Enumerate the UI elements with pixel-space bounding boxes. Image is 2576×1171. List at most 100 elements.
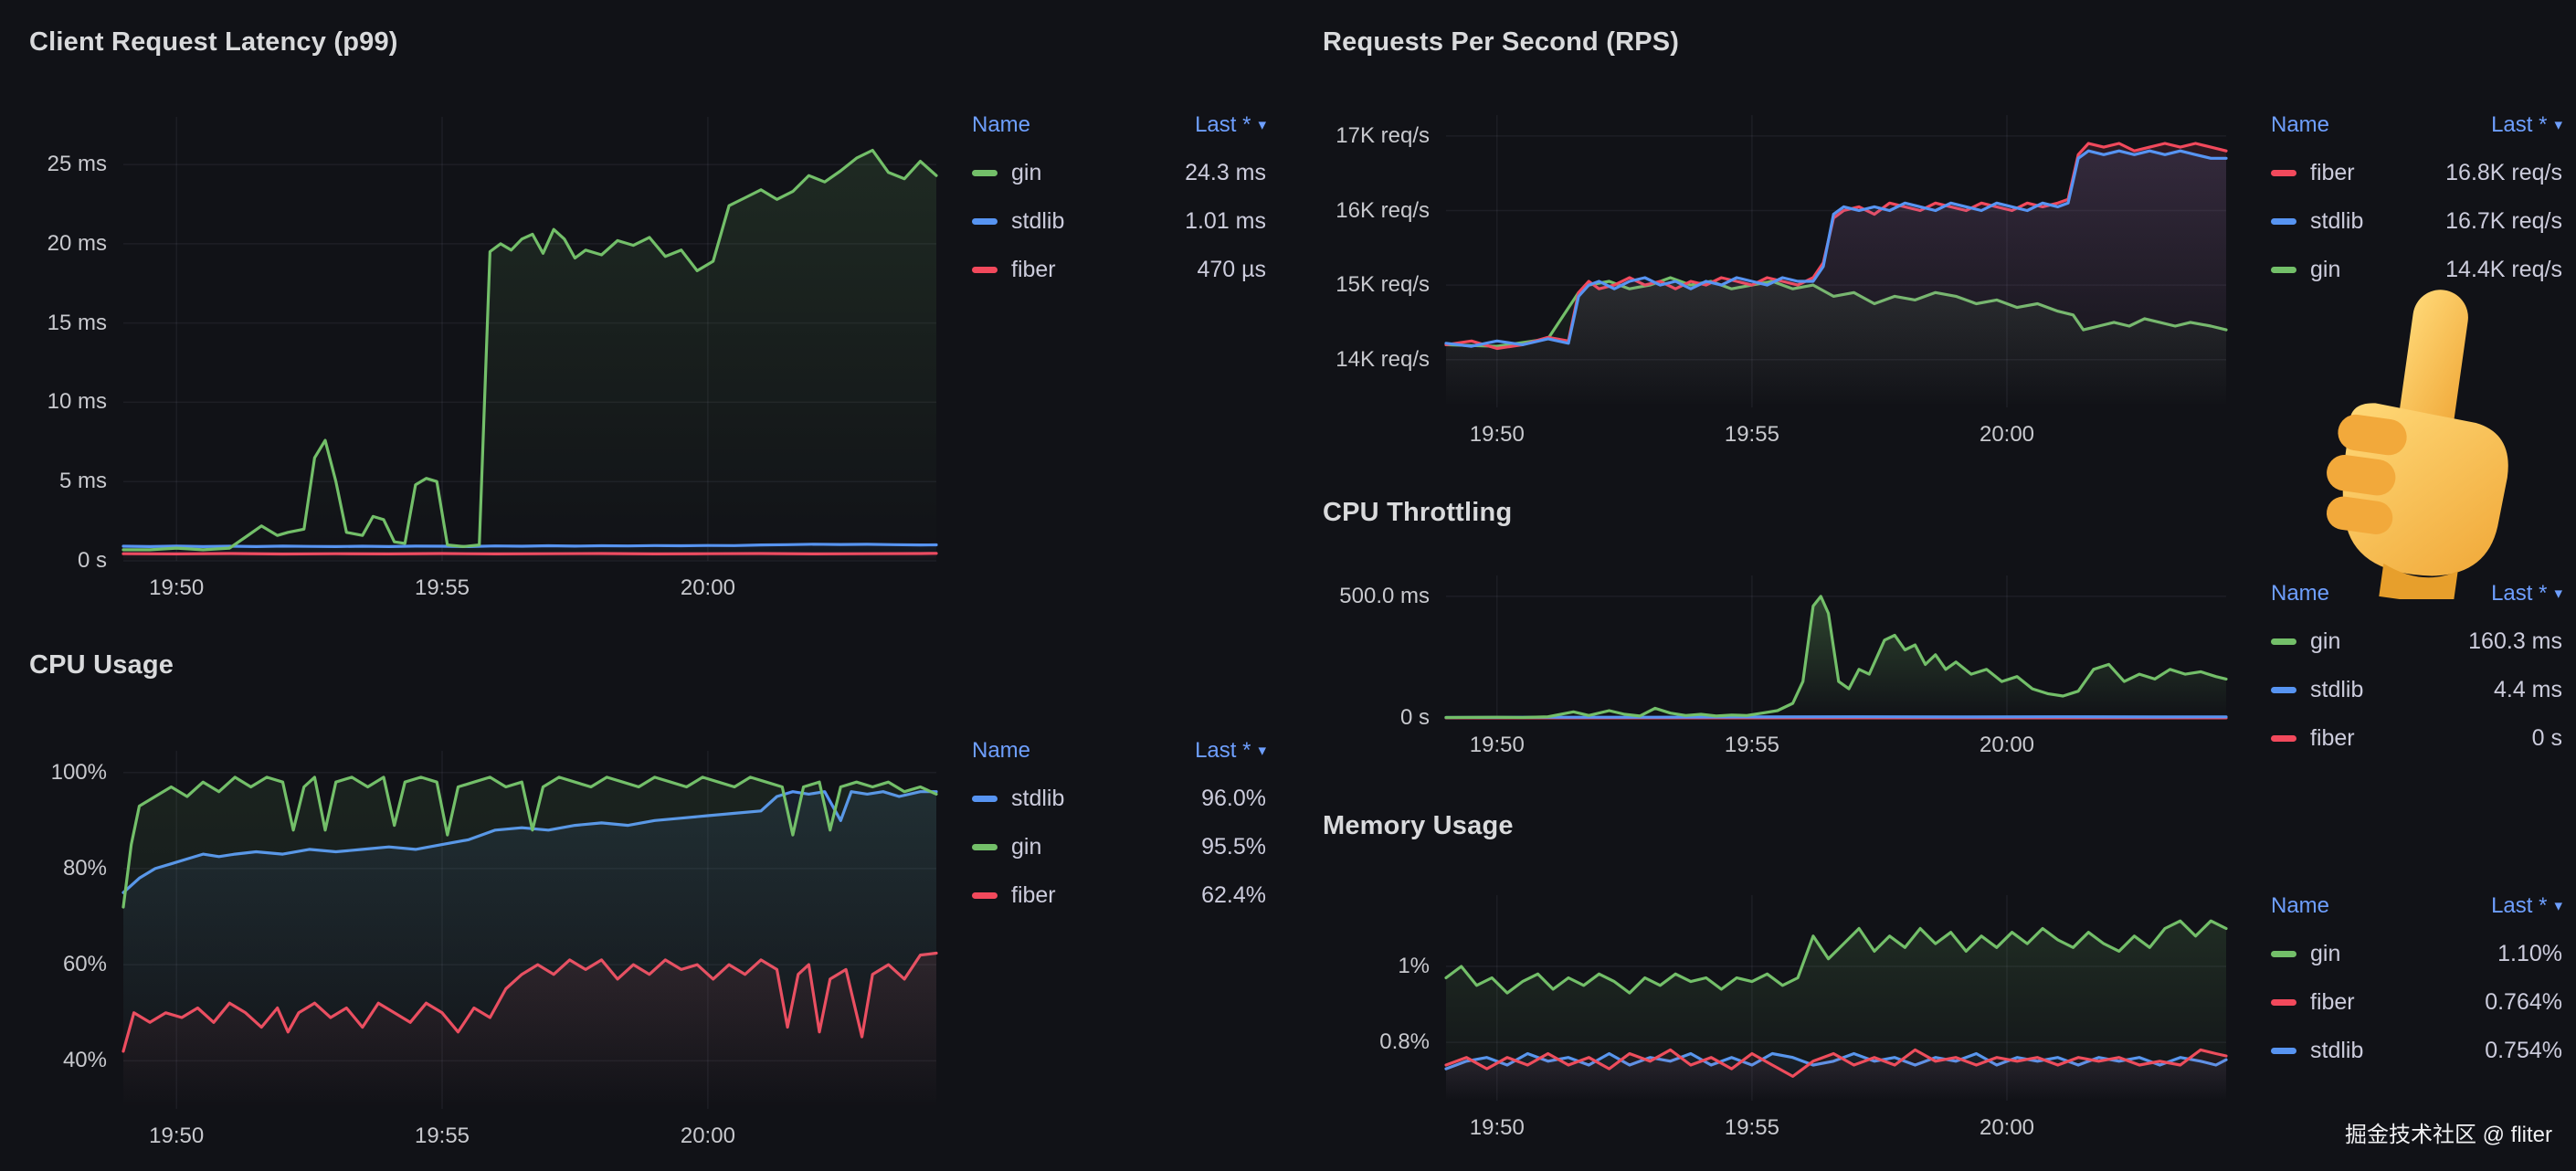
series-name[interactable]: gin (1011, 834, 1042, 860)
series-color-swatch (972, 170, 998, 176)
y-axis-tick-label: 25 ms (47, 152, 107, 177)
legend-row: gin 24.3 ms (954, 149, 1266, 197)
series-color-swatch (972, 796, 998, 802)
series-name[interactable]: gin (2310, 628, 2341, 654)
y-axis-tick-label: 15K req/s (1336, 272, 1430, 298)
legend-row: gin 95.5% (954, 823, 1266, 871)
panel-title-memory[interactable]: Memory Usage (1323, 811, 1514, 840)
legend-header-name[interactable]: Name (2271, 892, 2330, 918)
x-axis-tick-label: 19:50 (1469, 1115, 1525, 1140)
series-last-value: 0.754% (2485, 1038, 2562, 1063)
chart-throttle[interactable]: 0 s 500.0 ms 19:50 19:55 20:00 (1339, 575, 2228, 757)
y-axis-tick-label: 15 ms (47, 310, 107, 335)
y-axis-tick-label: 17K req/s (1336, 122, 1430, 148)
chart-canvas[interactable] (1444, 115, 2228, 407)
series-name[interactable]: fiber (2310, 725, 2355, 751)
series-last-value: 24.3 ms (1185, 160, 1266, 185)
legend-header-last[interactable]: Last * ▾ (1195, 111, 1266, 137)
legend-row: fiber 16.8K req/s (2253, 149, 2562, 197)
series-last-value: 1.10% (2497, 941, 2562, 966)
legend-rps: Name Last * ▾ fiber 16.8K req/s stdlib 16.7K r… (2253, 100, 2562, 294)
legend-row: stdlib 1.01 ms (954, 197, 1266, 246)
x-axis-tick-label: 20:00 (680, 575, 735, 600)
y-axis-tick-label: 14K req/s (1336, 346, 1430, 372)
y-axis-tick-label: 80% (62, 855, 107, 881)
legend-header-name[interactable]: Name (972, 737, 1031, 763)
x-axis-tick-label: 19:55 (1724, 1115, 1779, 1140)
legend-row: stdlib 16.7K req/s (2253, 197, 2562, 246)
series-color-swatch (972, 218, 998, 225)
chevron-down-icon: ▾ (2554, 584, 2562, 602)
series-name[interactable]: stdlib (2310, 677, 2364, 702)
chevron-down-icon: ▾ (1258, 115, 1266, 133)
chart-memory[interactable]: 0.8% 1% 19:50 19:55 20:00 (1379, 895, 2228, 1140)
legend-header-name[interactable]: Name (2271, 580, 2330, 606)
legend-row: fiber 0 s (2253, 714, 2562, 763)
y-axis-tick-label: 16K req/s (1336, 197, 1430, 223)
series-color-swatch (2271, 999, 2296, 1006)
chart-canvas[interactable] (121, 751, 938, 1109)
y-axis-tick-label: 60% (62, 952, 107, 977)
legend-throttle: Name Last * ▾ gin 160.3 ms stdlib 4.4 ms fiber 0… (2253, 569, 2562, 763)
legend-row: stdlib 96.0% (954, 775, 1266, 823)
series-color-swatch (972, 844, 998, 850)
panel-title-throttle[interactable]: CPU Throttling (1323, 498, 1513, 527)
series-last-value: 95.5% (1201, 834, 1266, 860)
legend-row: gin 160.3 ms (2253, 617, 2562, 666)
series-name[interactable]: stdlib (1011, 786, 1065, 811)
series-name[interactable]: fiber (2310, 989, 2355, 1015)
legend-header-name[interactable]: Name (2271, 111, 2330, 137)
series-name[interactable]: gin (2310, 941, 2341, 966)
series-color-swatch (2271, 735, 2296, 742)
series-color-swatch (972, 267, 998, 273)
chevron-down-icon: ▾ (1258, 741, 1266, 759)
series-name[interactable]: stdlib (1011, 208, 1065, 234)
legend-header-name[interactable]: Name (972, 111, 1031, 137)
series-color-swatch (2271, 267, 2296, 273)
chart-canvas[interactable] (1444, 575, 2228, 720)
chart-cpu[interactable]: 40% 60% 80% 100% 19:50 19:55 20:00 (51, 751, 938, 1148)
series-color-swatch (2271, 1048, 2296, 1054)
series-color-swatch (2271, 218, 2296, 225)
panel-title-cpu[interactable]: CPU Usage (29, 650, 174, 680)
series-last-value: 0 s (2531, 725, 2562, 751)
series-name[interactable]: stdlib (2310, 1038, 2364, 1063)
series-name[interactable]: gin (2310, 257, 2341, 282)
series-name[interactable]: stdlib (2310, 208, 2364, 234)
panel-title-rps[interactable]: Requests Per Second (RPS) (1323, 27, 1680, 57)
series-last-value: 96.0% (1201, 786, 1266, 811)
legend-header-last[interactable]: Last * ▾ (1195, 737, 1266, 763)
x-axis-tick-label: 19:55 (414, 575, 470, 600)
series-last-value: 160.3 ms (2468, 628, 2562, 654)
series-name[interactable]: fiber (2310, 160, 2355, 185)
series-color-swatch (2271, 687, 2296, 693)
series-color-swatch (972, 892, 998, 899)
legend-row: fiber 0.764% (2253, 978, 2562, 1027)
legend-header-last[interactable]: Last * ▾ (2491, 580, 2562, 606)
panel-title-latency[interactable]: Client Request Latency (p99) (29, 27, 398, 57)
series-color-swatch (2271, 170, 2296, 176)
y-axis-tick-label: 40% (62, 1048, 107, 1073)
x-axis-tick-label: 20:00 (1979, 733, 2035, 757)
series-last-value: 16.8K req/s (2445, 160, 2562, 185)
chart-canvas[interactable] (1444, 895, 2228, 1101)
legend-row: stdlib 4.4 ms (2253, 666, 2562, 714)
chevron-down-icon: ▾ (2554, 896, 2562, 914)
chart-canvas[interactable] (121, 117, 938, 562)
legend-memory: Name Last * ▾ gin 1.10% fiber 0.764% stdlib 0.75… (2253, 881, 2562, 1075)
series-name[interactable]: fiber (1011, 257, 1056, 282)
chart-rps[interactable]: 14K req/s 15K req/s 16K req/s 17K req/s 19:5… (1336, 115, 2228, 447)
legend-row: fiber 62.4% (954, 871, 1266, 920)
watermark-text: 掘金技术社区 @ fliter (2344, 1123, 2552, 1147)
legend-latency: Name Last * ▾ gin 24.3 ms stdlib 1.01 ms fiber 4… (954, 100, 1266, 294)
series-name[interactable]: gin (1011, 160, 1042, 185)
chevron-down-icon: ▾ (2554, 115, 2562, 133)
legend-header-last[interactable]: Last * ▾ (2491, 111, 2562, 137)
series-name[interactable]: fiber (1011, 882, 1056, 908)
chart-latency[interactable]: 0 s 5 ms 10 ms 15 ms 20 ms 25 ms 19:50 19:55 20:… (48, 117, 938, 600)
y-axis-tick-label: 0.8% (1379, 1029, 1430, 1055)
series-last-value: 16.7K req/s (2445, 208, 2562, 234)
x-axis-tick-label: 19:50 (149, 575, 205, 600)
legend-header-last[interactable]: Last * ▾ (2491, 892, 2562, 918)
